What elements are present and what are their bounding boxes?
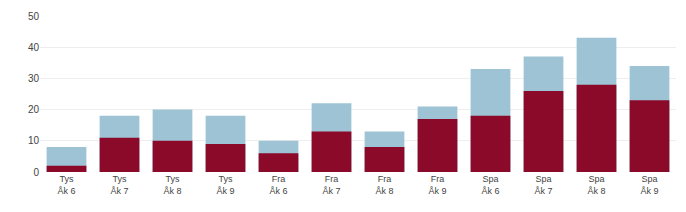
svg-text:0: 0	[33, 167, 39, 178]
svg-text:SpaÅk 6: SpaÅk 6	[481, 174, 499, 196]
svg-text:SpaÅk 8: SpaÅk 8	[587, 174, 605, 196]
svg-text:TysÅk 8: TysÅk 8	[163, 174, 181, 196]
svg-text:FraÅk 6: FraÅk 6	[269, 174, 287, 196]
svg-text:20: 20	[28, 104, 40, 115]
svg-text:10: 10	[28, 135, 40, 146]
svg-text:TysÅk 6: TysÅk 6	[57, 174, 75, 196]
svg-text:FraÅk 8: FraÅk 8	[375, 174, 393, 196]
svg-text:TysÅk 9: TysÅk 9	[216, 174, 234, 196]
svg-text:30: 30	[28, 73, 40, 84]
svg-text:FraÅk 7: FraÅk 7	[322, 174, 340, 196]
svg-text:TysÅk 7: TysÅk 7	[110, 174, 128, 196]
svg-text:40: 40	[28, 42, 40, 53]
svg-text:FraÅk 9: FraÅk 9	[428, 174, 446, 196]
svg-text:50: 50	[28, 11, 40, 22]
svg-text:SpaÅk 7: SpaÅk 7	[534, 174, 552, 196]
svg-text:SpaÅk 9: SpaÅk 9	[640, 174, 658, 196]
